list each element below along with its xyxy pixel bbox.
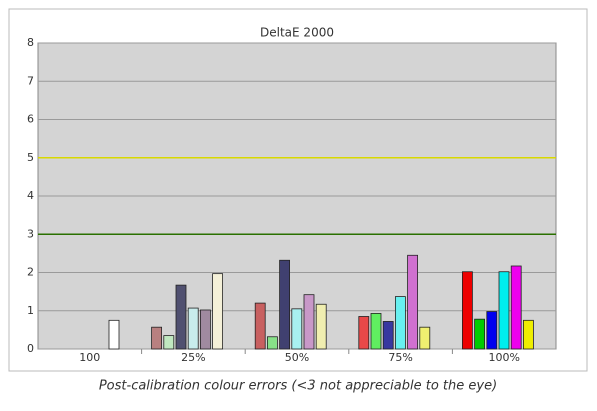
- y-tick-label: 2: [27, 266, 34, 279]
- bar: [108, 319, 120, 350]
- bar: [486, 311, 498, 350]
- bar: [315, 303, 327, 350]
- caption: Post-calibration colour errors (<3 not a…: [99, 379, 497, 394]
- bar: [370, 313, 382, 350]
- x-tick-label: 100: [79, 351, 100, 364]
- y-tick-label: 1: [27, 304, 34, 317]
- bar: [510, 265, 522, 350]
- x-tick-label: 50%: [285, 351, 309, 364]
- bar: [498, 271, 510, 350]
- y-tick-label: 4: [27, 189, 34, 202]
- y-tick-label: 0: [27, 342, 34, 355]
- bar: [461, 271, 473, 350]
- bar: [199, 309, 211, 350]
- bar: [474, 318, 486, 350]
- bar: [407, 254, 419, 350]
- bar: [254, 302, 266, 350]
- bar: [187, 307, 199, 350]
- bar: [523, 319, 534, 350]
- bar: [175, 284, 187, 350]
- bar: [279, 259, 291, 350]
- x-tick-label: 25%: [181, 351, 205, 364]
- y-tick-label: 5: [27, 151, 34, 164]
- x-tick-label: 100%: [488, 351, 519, 364]
- bar: [382, 321, 394, 350]
- bar: [151, 326, 163, 350]
- bar: [303, 294, 315, 350]
- bar: [163, 335, 175, 350]
- bar: [291, 308, 303, 350]
- bar: [266, 336, 278, 350]
- bar: [358, 316, 370, 350]
- bar: [212, 273, 224, 350]
- bar: [394, 296, 406, 350]
- y-tick-label: 6: [27, 113, 34, 126]
- x-tick-label: 75%: [388, 351, 412, 364]
- chart-title: DeltaE 2000: [260, 26, 334, 40]
- y-tick-label: 8: [27, 36, 34, 49]
- y-tick-label: 7: [27, 74, 34, 87]
- y-tick-label: 3: [27, 227, 34, 240]
- bar: [419, 326, 431, 350]
